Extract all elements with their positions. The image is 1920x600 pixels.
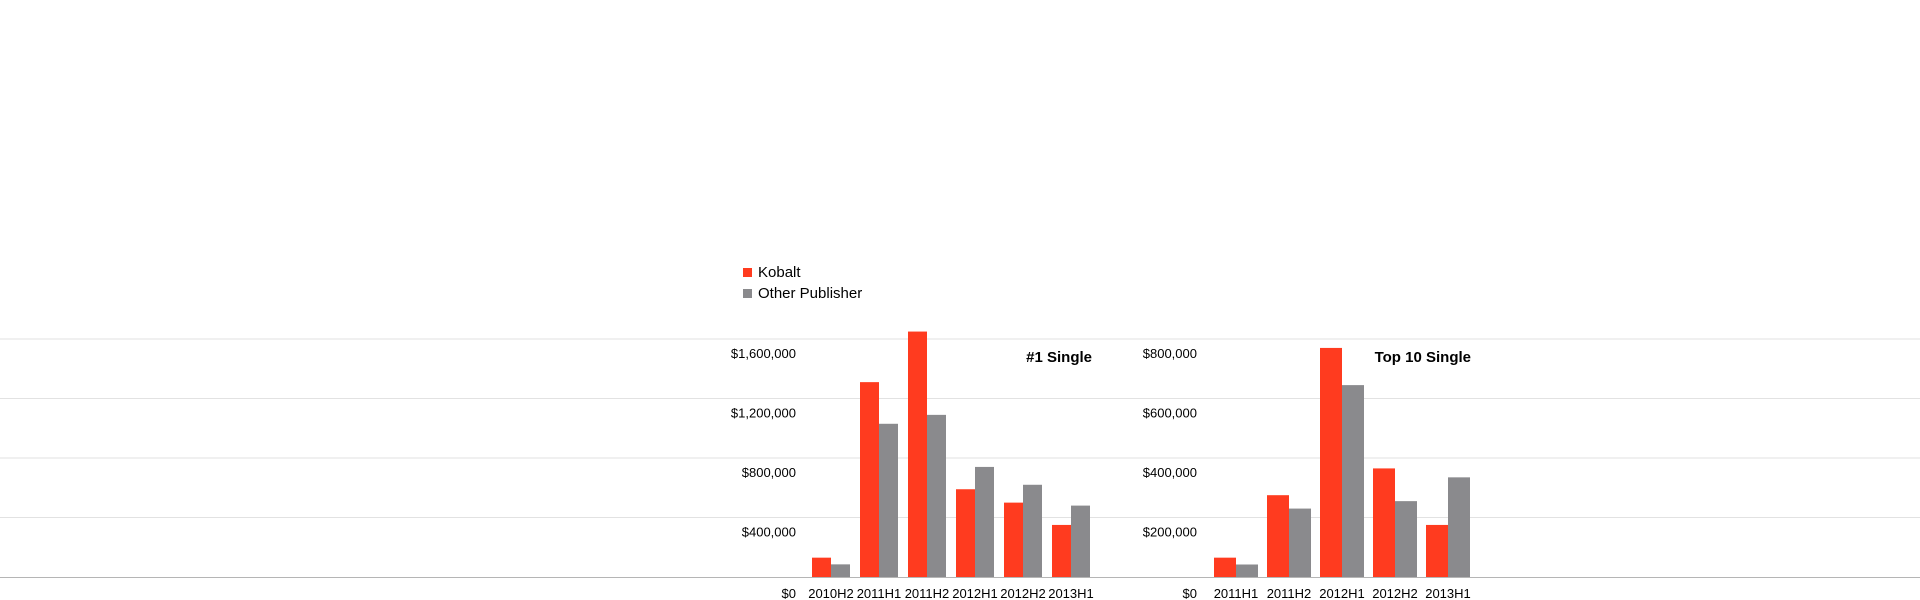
- legend-item-kobalt: Kobalt: [743, 262, 862, 283]
- y-tick-label: $1,200,000: [731, 406, 796, 421]
- bar-other-publisher: [1236, 564, 1258, 577]
- y-tick-label: $400,000: [742, 525, 796, 540]
- bar-kobalt: [1052, 524, 1071, 577]
- bar-kobalt: [1267, 495, 1289, 577]
- x-tick-label: 2010H2: [808, 586, 854, 600]
- x-tick-label: 2013H1: [1048, 586, 1094, 600]
- x-tick-label: 2012H1: [1319, 586, 1365, 600]
- bar-kobalt: [908, 331, 927, 577]
- bar-kobalt: [1426, 524, 1448, 577]
- y-tick-label: $0: [1183, 586, 1197, 600]
- bar-other-publisher: [1289, 508, 1311, 577]
- legend-item-other-publisher: Other Publisher: [743, 283, 862, 304]
- bar-kobalt: [956, 489, 975, 577]
- bar-kobalt: [812, 557, 831, 577]
- bar-kobalt: [1004, 502, 1023, 577]
- x-tick-label: 2013H1: [1425, 586, 1471, 600]
- y-tick-label: $0: [782, 586, 796, 600]
- legend-label-other-publisher: Other Publisher: [758, 285, 863, 302]
- bar-other-publisher: [927, 414, 946, 577]
- chart-top-ten-single: $0 $200,000 $400,000 $600,000 $800,000 2011H1…: [1143, 346, 1471, 600]
- x-tick-label: 2012H2: [1000, 586, 1046, 600]
- bar-other-publisher: [1342, 385, 1364, 577]
- chart-title: Top 10 Single: [1375, 349, 1471, 366]
- bar-kobalt: [1373, 468, 1395, 577]
- y-tick-label: $600,000: [1143, 406, 1197, 421]
- y-tick-label: $800,000: [1143, 346, 1197, 361]
- bar-other-publisher: [1023, 484, 1042, 577]
- x-tick-label: 2011H1: [1214, 586, 1259, 600]
- bar-other-publisher: [1395, 501, 1417, 577]
- x-tick-label: 2012H2: [1372, 586, 1418, 600]
- x-tick-label: 2011H2: [1267, 586, 1312, 600]
- bar-kobalt: [860, 382, 879, 577]
- y-tick-label: $200,000: [1143, 525, 1197, 540]
- bar-other-publisher: [831, 564, 850, 577]
- y-tick-label: $1,600,000: [731, 346, 796, 361]
- bar-kobalt: [1320, 347, 1342, 577]
- x-tick-label: 2011H2: [905, 586, 950, 600]
- chart-title: #1 Single: [1026, 349, 1092, 366]
- legend-label-kobalt: Kobalt: [758, 264, 801, 281]
- chart-legend: Kobalt Other Publisher: [743, 262, 862, 304]
- bar-other-publisher: [879, 423, 898, 577]
- bar-other-publisher: [975, 466, 994, 577]
- bar-other-publisher: [1071, 505, 1090, 577]
- chart-number-one-single: $0 $400,000 $800,000 $1,200,000 $1,600,000 20…: [731, 331, 1094, 600]
- y-tick-label: $800,000: [742, 465, 796, 480]
- legend-swatch-kobalt: [743, 268, 752, 277]
- legend-swatch-other-publisher: [743, 289, 752, 298]
- x-tick-label: 2012H1: [952, 586, 998, 600]
- bar-kobalt: [1214, 557, 1236, 577]
- y-tick-label: $400,000: [1143, 465, 1197, 480]
- bar-other-publisher: [1448, 477, 1470, 577]
- x-tick-label: 2011H1: [857, 586, 902, 600]
